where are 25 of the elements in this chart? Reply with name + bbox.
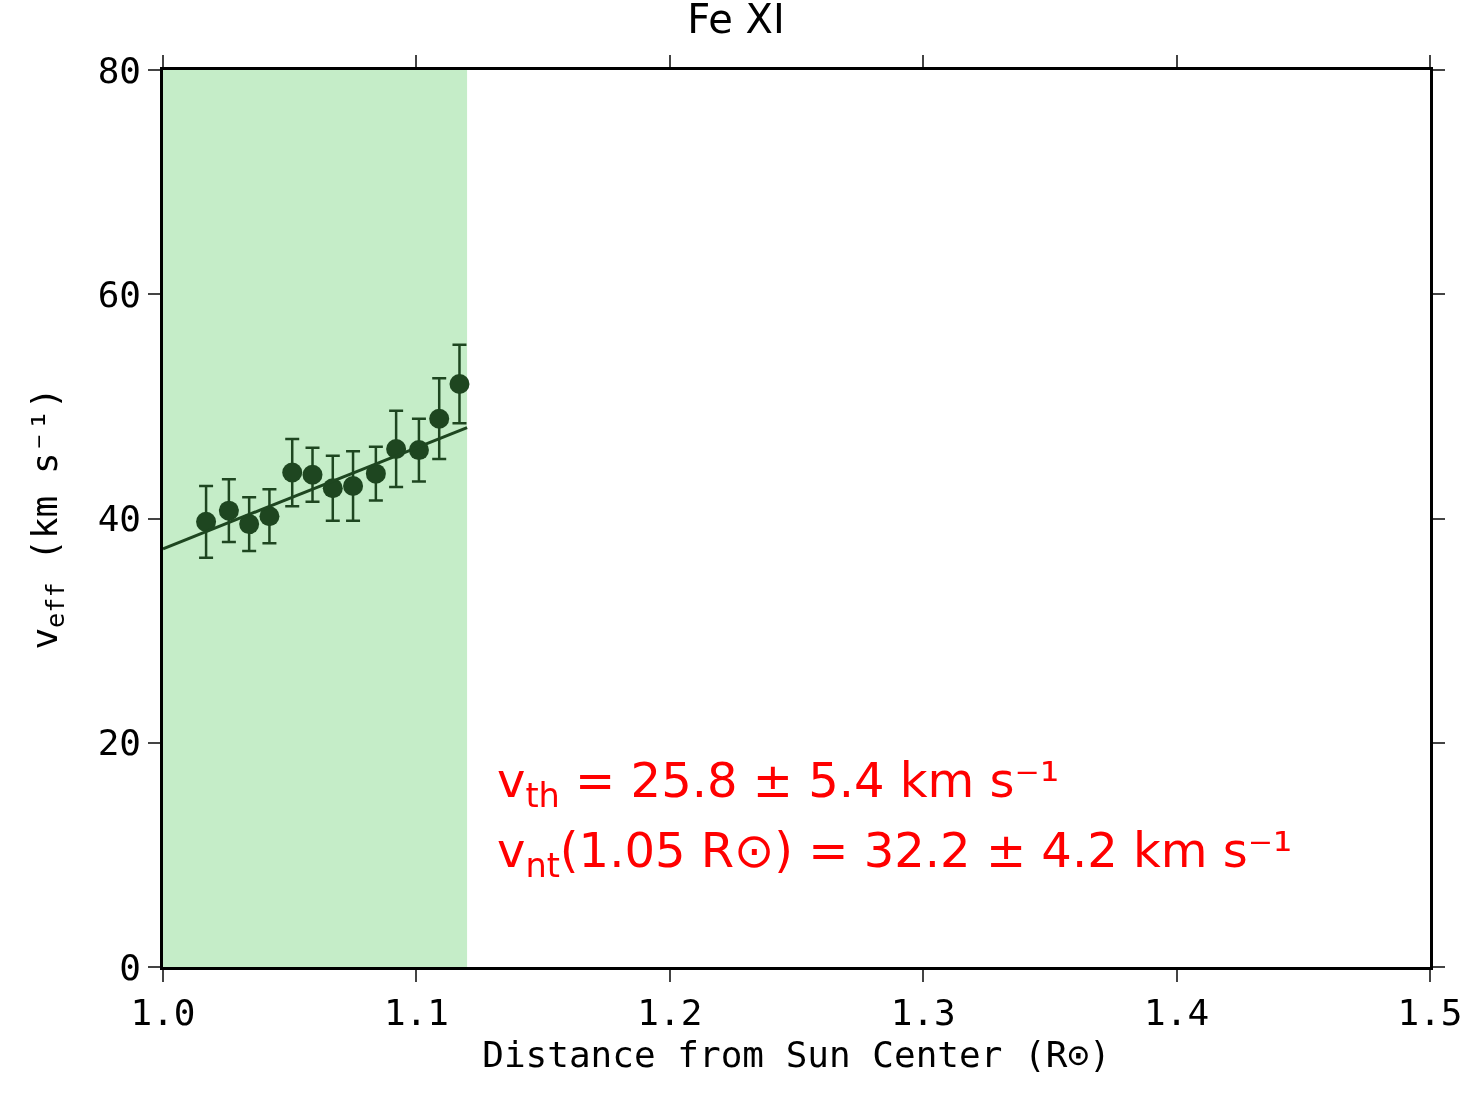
annotation: v$_{nt}$(1.05 R⊙) = 32.2 ± 4.2 km s⁻¹ — [497, 822, 1293, 886]
point — [218, 500, 239, 521]
point — [449, 373, 470, 394]
point — [282, 462, 303, 483]
chart-title: Fe XI — [687, 0, 785, 43]
y-tick-label: 0 — [119, 946, 142, 988]
point — [239, 514, 260, 535]
y-tick-label: 60 — [97, 273, 142, 315]
point — [196, 511, 217, 532]
y-tick-label: 40 — [97, 498, 142, 540]
x-tick-label: 1.2 — [637, 991, 703, 1033]
y-tick-label: 80 — [97, 49, 142, 91]
point — [259, 506, 280, 527]
x-tick-label: 1.4 — [1144, 991, 1210, 1033]
y-tick-label: 20 — [97, 722, 142, 764]
annotation: v$_{th}$ = 25.8 ± 5.4 km s⁻¹ — [497, 752, 1060, 816]
x-tick-label: 1.3 — [890, 991, 956, 1033]
x-tick-label: 1.1 — [383, 991, 449, 1033]
x-tick-label: 1.0 — [130, 991, 196, 1033]
point — [343, 475, 364, 496]
point — [365, 463, 386, 484]
x-tick-label: 1.5 — [1397, 991, 1463, 1033]
x-axis-title: Distance from Sun Center (R⊙) — [482, 1033, 1111, 1075]
point — [302, 464, 323, 485]
point — [429, 408, 450, 429]
